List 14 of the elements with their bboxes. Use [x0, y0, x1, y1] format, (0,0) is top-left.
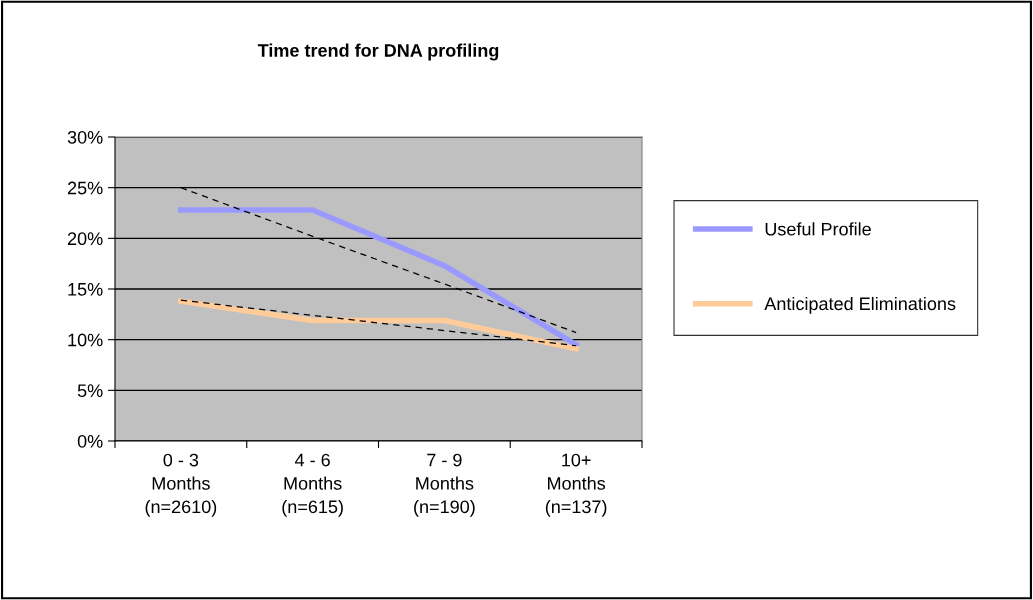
y-tick-label: 15%	[68, 283, 103, 296]
y-tick-label: 30%	[67, 130, 103, 144]
x-tick-label: 0 - 3 Months (n=2610)	[145, 453, 217, 517]
x-tick-label: 7 - 9 Months (n=190)	[414, 453, 475, 517]
legend-label: Anticipated Eliminations	[764, 296, 956, 314]
x-tick-label: 10+ Months (n=137)	[545, 453, 607, 517]
y-tick-label: 10%	[68, 333, 103, 347]
chart-title: Time trend for DNA profiling	[257, 43, 499, 61]
y-tick-label: 25%	[67, 181, 103, 195]
x-tick-label: 4 - 6 Months (n=615)	[282, 453, 343, 517]
y-tick-label: 0%	[77, 434, 103, 448]
y-tick-label: 20%	[67, 232, 103, 246]
legend-label: Useful Profile	[765, 222, 871, 236]
y-tick-label: 5%	[77, 384, 103, 398]
